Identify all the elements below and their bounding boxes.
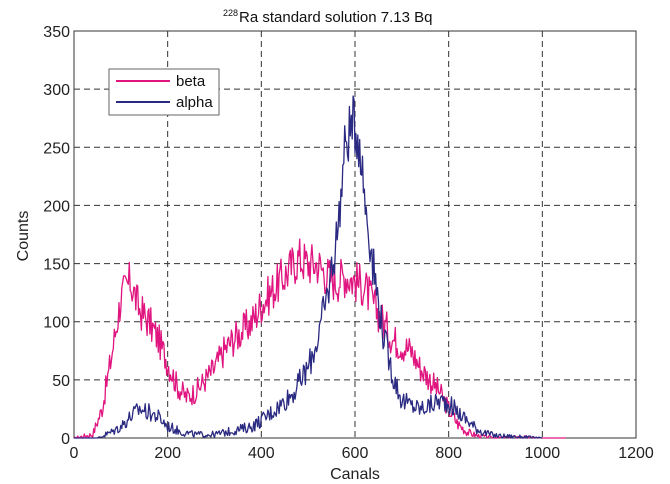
x-tick-label: 800 <box>435 445 462 462</box>
x-tick-label: 1000 <box>525 445 561 462</box>
y-tick-label: 100 <box>43 315 70 332</box>
legend-label-beta: beta <box>176 73 206 90</box>
y-tick-label: 300 <box>43 82 70 99</box>
x-tick-label: 400 <box>248 445 275 462</box>
y-tick-label: 50 <box>52 373 70 390</box>
legend: beta alpha <box>108 68 220 116</box>
legend-box <box>108 68 220 116</box>
y-tick-label: 350 <box>43 24 70 41</box>
x-tick-label: 0 <box>70 445 79 462</box>
legend-label-alpha: alpha <box>176 94 213 111</box>
y-tick-label: 200 <box>43 198 70 215</box>
y-tick-label: 250 <box>43 140 70 157</box>
series-lines <box>73 95 566 439</box>
x-axis-title: Canals <box>330 466 380 483</box>
chart-title: Ra standard solution 7.13 Bq <box>239 9 432 26</box>
x-tick-label: 200 <box>154 445 181 462</box>
y-axis-title: Counts <box>15 211 32 262</box>
series-line-alpha <box>74 95 543 439</box>
chart-title-superscript: 228 <box>223 8 238 18</box>
y-tick-label: 150 <box>43 257 70 274</box>
x-tick-label: 1200 <box>618 445 654 462</box>
x-tick-label: 600 <box>342 445 369 462</box>
y-tick-labels: 0 50 100 150 200 250 300 350 <box>43 24 70 448</box>
x-tick-labels: 0 200 400 600 800 1000 1200 <box>70 445 654 462</box>
series-line-beta <box>73 238 566 439</box>
y-tick-label: 0 <box>61 431 70 448</box>
grid-lines <box>74 31 636 438</box>
